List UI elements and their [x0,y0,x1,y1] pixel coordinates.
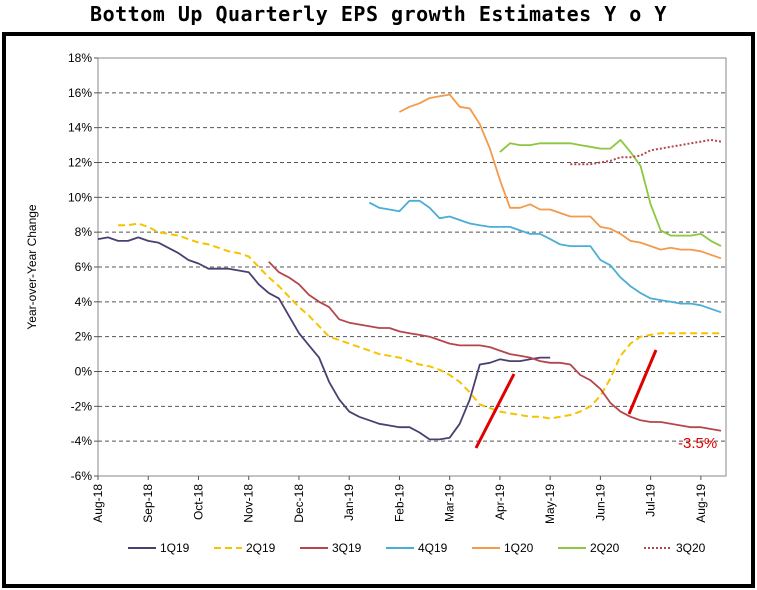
chart-title: Bottom Up Quarterly EPS growth Estimates… [90,2,667,26]
y-tick-label: 0% [75,365,93,379]
series-line-3q19 [268,261,722,432]
chart: -6% -4% -2% 0% 2% 4% 6% 8% 10% 12% 14% 16% 18% Aug-1… [25,51,727,555]
legend-label: 1Q19 [160,541,190,555]
x-tick-label: Aug-18 [91,484,105,523]
y-tick-label: 8% [75,225,93,239]
x-tick-label: May-19 [543,484,557,524]
x-tick-label: Apr-19 [493,484,507,520]
x-tick-label: Nov-18 [242,484,256,523]
series-line-2q20 [499,139,722,247]
y-axis-ticks: -6% -4% -2% 0% 2% 4% 6% 8% 10% 12% 14% 16% 18% [68,51,98,483]
y-tick-label: -2% [71,399,93,413]
series-line-3q20 [570,138,722,166]
y-tick-label: 2% [75,330,93,344]
x-tick-label: Jan-19 [342,484,356,521]
x-tick-label: Aug-19 [694,484,708,523]
x-tick-label: Sep-18 [141,484,155,523]
y-tick-label: 12% [68,156,92,170]
x-tick-label: Feb-19 [392,484,406,522]
legend-label: 2Q19 [246,541,276,555]
y-tick-label: -4% [71,434,93,448]
plot-area [97,57,727,477]
y-tick-label: -6% [71,469,93,483]
legend-label: 3Q20 [676,541,706,555]
y-tick-label: 6% [75,260,93,274]
series-line-2q19 [118,222,721,420]
legend-label: 3Q19 [332,541,362,555]
series-line-4q19 [368,199,722,314]
chart-frame [2,32,755,588]
series-line-1q19 [97,236,551,441]
y-tick-label: 10% [68,190,92,204]
y-tick-label: 4% [75,295,93,309]
annotation-label: -3.5% [678,435,717,452]
y-axis-label: Year-over-Year Change [25,204,39,330]
legend-label: 1Q20 [504,541,534,555]
legend: 1Q19 2Q19 3Q19 4Q19 1Q20 2Q20 3Q20 [128,541,706,555]
x-tick-label: Mar-19 [443,484,457,522]
series-group [97,93,722,441]
legend-label: 4Q19 [418,541,448,555]
red-annotation-arrow-2 [627,349,658,415]
x-tick-label: Jul-19 [644,484,658,517]
x-tick-label: Dec-18 [292,484,306,523]
series-line-1q20 [398,93,722,260]
x-tick-label: Oct-18 [191,484,205,520]
y-tick-label: 16% [68,86,92,100]
x-axis-ticks: Aug-18 Sep-18 Oct-18 Nov-18 Dec-18 Jan-19 Feb-… [91,476,708,524]
y-tick-label: 18% [68,51,92,65]
y-tick-label: 14% [68,121,92,135]
red-annotation-arrow-1 [474,373,516,449]
x-tick-label: Jun-19 [593,484,607,521]
legend-label: 2Q20 [590,541,620,555]
